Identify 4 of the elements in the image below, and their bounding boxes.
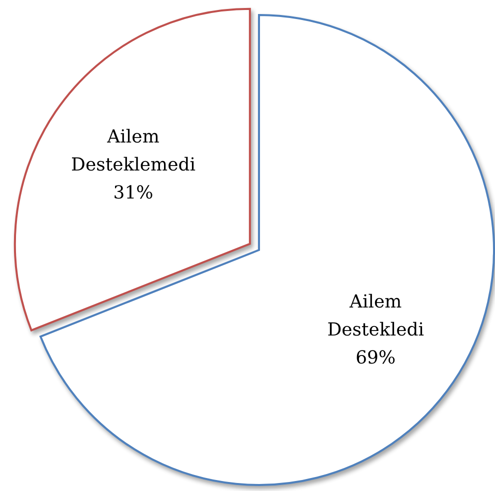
data-label: 69% <box>356 346 396 368</box>
data-label: 31% <box>113 182 154 204</box>
slice-label: Ailem Destekledi <box>327 290 424 340</box>
slice-label: Ailem Desteklemedi <box>71 126 196 176</box>
